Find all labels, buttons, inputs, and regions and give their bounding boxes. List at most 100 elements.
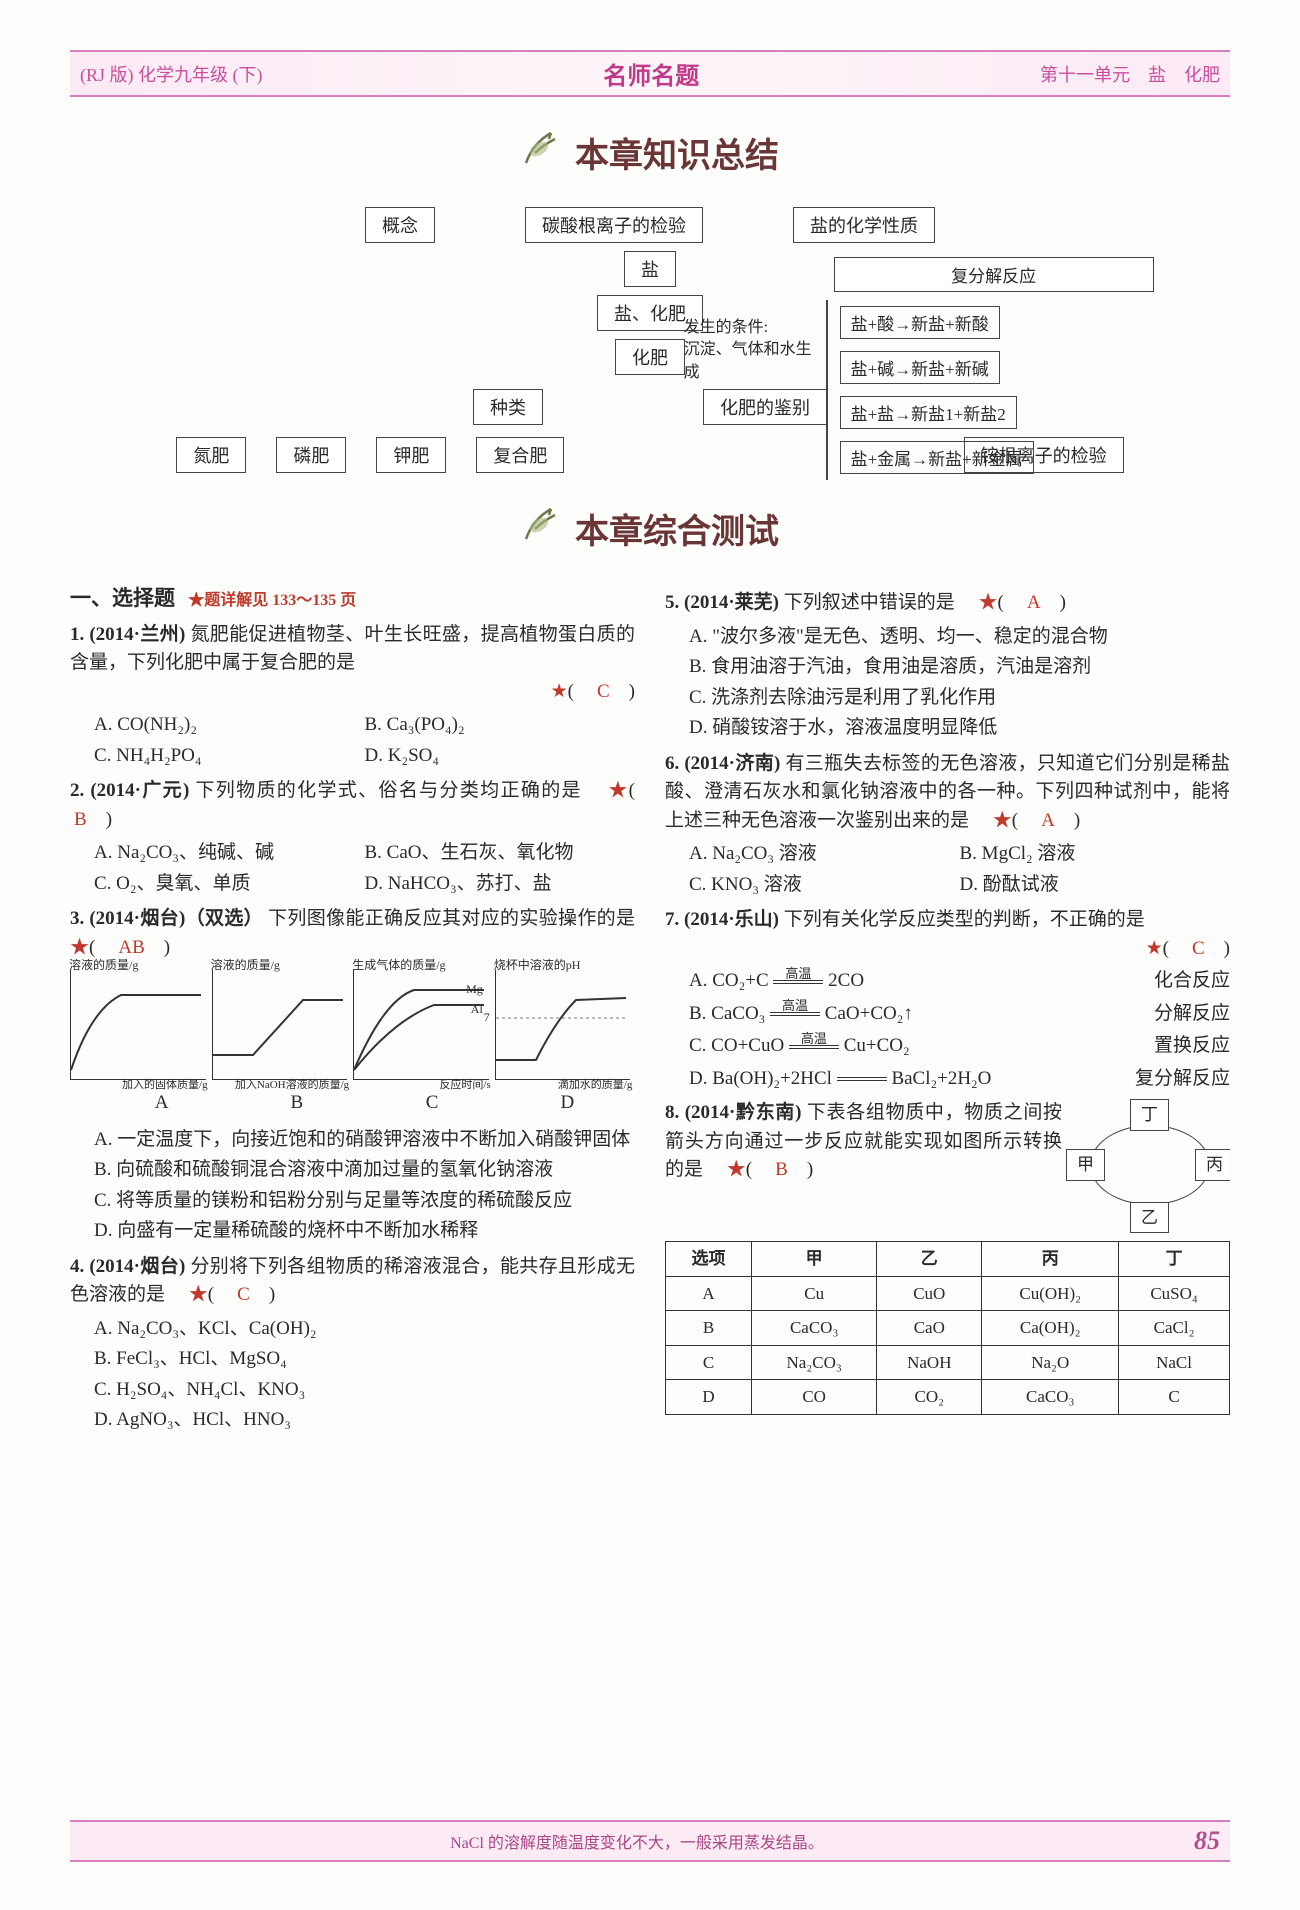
star-icon: ★: [70, 937, 89, 958]
td: CO₂: [877, 1380, 982, 1415]
rx-lhs: C. CO+CuO 高温 Cu+CO₂: [689, 1032, 910, 1061]
fc-node: 盐的化学性质: [793, 207, 935, 243]
td: NaCl: [1119, 1345, 1230, 1380]
option: B. 食用油溶于汽油，食用油是溶质，汽油是溶剂: [689, 652, 1230, 683]
option: D. 向盛有一定量稀硫酸的烧杯中不断加水稀释: [94, 1216, 635, 1247]
th: 甲: [752, 1242, 877, 1277]
question-5: 5. (2014·莱芜) 下列叙述中错误的是 ★( A ): [665, 589, 1230, 618]
q-num: 8.: [665, 1102, 679, 1123]
th: 选项: [666, 1242, 752, 1277]
question-3: 3. (2014·烟台)（双选） 下列图像能正确反应其对应的实验操作的是 ★( …: [70, 905, 635, 962]
star-icon: ★: [727, 1159, 746, 1180]
td: Cu: [752, 1276, 877, 1311]
option: A. 一定温度下，向接近饱和的硝酸钾溶液中不断加入硝酸钾固体: [94, 1125, 635, 1156]
q8-figure: 丁 甲 丙 乙: [1070, 1101, 1230, 1231]
star-icon: ★: [993, 810, 1012, 831]
q-num: 6.: [665, 753, 679, 774]
th: 丙: [982, 1242, 1119, 1277]
fc-leaf: 钾肥: [376, 437, 446, 473]
fig-node: 甲: [1066, 1149, 1105, 1181]
q6-options: A. Na₂CO₃ 溶液 B. MgCl₂ 溶液 C. KNO₃ 溶液 D. 酚…: [689, 839, 1230, 900]
q2-options: A. Na₂CO₃、纯碱、碱 B. CaO、生石灰、氧化物 C. O₂、臭氧、单…: [94, 838, 635, 899]
td: C: [666, 1345, 752, 1380]
fc-side-item: 盐+碱→新盐+新碱: [840, 351, 1000, 384]
test-title: 本章综合测试: [70, 501, 1230, 555]
banner-left: (RJ 版) 化学九年级 (下): [80, 61, 263, 87]
table-row: D CO CO₂ CaCO₃ C: [666, 1380, 1230, 1415]
q-src: (2014·兰州): [89, 624, 185, 645]
td: D: [666, 1380, 752, 1415]
q-answer: C: [1192, 938, 1205, 959]
rx-type: 置换反应: [1154, 1032, 1230, 1061]
top-banner: (RJ 版) 化学九年级 (下) 名师名题 第十一单元 盐 化肥: [70, 50, 1230, 97]
q-answer: C: [597, 681, 610, 702]
q-num: 7.: [665, 909, 679, 930]
rx-type: 复分解反应: [1135, 1065, 1230, 1094]
banner-right: 第十一单元 盐 化肥: [1040, 61, 1220, 87]
question-2: 2. (2014·广元) 下列物质的化学式、俗名与分类均正确的是 ★( B ): [70, 777, 635, 834]
option: B. Ca₃(PO₄)₂: [365, 710, 636, 741]
fc-leaf: 磷肥: [276, 437, 346, 473]
banner-center: 名师名题: [603, 56, 699, 91]
option: B. 向硫酸和硫酸铜混合溶液中滴加过量的氢氧化钠溶液: [94, 1155, 635, 1186]
fig-node: 乙: [1130, 1202, 1169, 1234]
option: D. 酚酞试液: [960, 870, 1231, 901]
question-1: 1. (2014·兰州) 氮肥能促进植物茎、叶生长旺盛，提高植物蛋白质的含量，下…: [70, 621, 635, 707]
q-stem: 下列物质的化学式、俗名与分类均正确的是: [195, 780, 581, 801]
option: D. NaHCO₃、苏打、盐: [365, 869, 636, 900]
star-icon: ★: [1146, 938, 1163, 959]
q5-options: A. "波尔多液"是无色、透明、均一、稳定的混合物 B. 食用油溶于汽油，食用油…: [689, 622, 1230, 744]
q-num: 3.: [70, 908, 84, 929]
q-num: 5.: [665, 592, 679, 613]
q-stem: 下列有关化学反应类型的判断，不正确的是: [784, 909, 1145, 930]
fc-node: 概念: [365, 207, 435, 243]
q3-charts: 溶液的质量/g 加入的固体质量/g 溶液的质量/g 加入NaOH溶液的质量/g …: [70, 970, 635, 1080]
q-answer: AB: [118, 937, 144, 958]
td: Ca(OH)₂: [982, 1311, 1119, 1346]
footer-banner: NaCl 的溶解度随温度变化不大，一般采用蒸发结晶。 85: [70, 1820, 1230, 1862]
star-icon: ★: [979, 592, 998, 613]
td: A: [666, 1276, 752, 1311]
fc-side-item: 盐+金属→新盐+新金属: [840, 441, 1034, 474]
q-answer: B: [775, 1159, 788, 1180]
fc-condition: 发生的条件: 沉淀、气体和水生成: [684, 317, 824, 384]
rx-lhs: A. CO₂+C 高温 2CO: [689, 967, 864, 996]
chart-b: 溶液的质量/g 加入NaOH溶液的质量/g: [212, 970, 348, 1080]
option: D. K₂SO₄: [365, 741, 636, 772]
option: C. NH₄H₂PO₄: [94, 741, 365, 772]
table-row: C Na₂CO₃ NaOH Na₂O NaCl: [666, 1345, 1230, 1380]
q-answer: A: [1041, 810, 1055, 831]
footer-tip: NaCl 的溶解度随温度变化不大，一般采用蒸发结晶。: [450, 1829, 824, 1853]
q-num: 1.: [70, 624, 84, 645]
x-label: 滴加水的质量/g: [558, 1077, 633, 1094]
q7-reactions: A. CO₂+C 高温 2CO 化合反应 B. CaCO₃ 高温 CaO+CO₂…: [689, 967, 1230, 1093]
chart-c: 生成气体的质量/g Mg Al 反应时间/s: [353, 970, 489, 1080]
leaf-icon: [521, 125, 565, 179]
q-num: 2.: [70, 780, 84, 801]
star-icon: ★: [189, 1284, 208, 1305]
q-src: (2014·黔东南): [685, 1102, 802, 1123]
question-8: 丁 甲 丙 乙 8. (2014·黔东南) 下表各组物质中，物质之间按箭头方向通…: [665, 1099, 1230, 1235]
option: D. 硝酸铵溶于水，溶液温度明显降低: [689, 713, 1230, 744]
summary-title-text: 本章知识总结: [575, 128, 779, 177]
q-src: (2014·济南): [684, 753, 780, 774]
option: B. CaO、生石灰、氧化物: [365, 838, 636, 869]
table-head-row: 选项 甲 乙 丙 丁: [666, 1242, 1230, 1277]
q-src: (2014·烟台)（双选）: [89, 908, 263, 929]
fc-node: 碳酸根离子的检验: [525, 207, 703, 243]
q4-options: A. Na₂CO₃、KCl、Ca(OH)₂ B. FeCl₃、HCl、MgSO₄…: [94, 1314, 635, 1436]
option: C. 洗涤剂去除油污是利用了乳化作用: [689, 683, 1230, 714]
question-4: 4. (2014·烟台) 分别将下列各组物质的稀溶液混合，能共存且形成无色溶液的…: [70, 1253, 635, 1310]
td: CaCl₂: [1119, 1311, 1230, 1346]
choice-label-text: 一、选择题: [70, 586, 175, 610]
question-7: 7. (2014·乐山) 下列有关化学反应类型的判断，不正确的是 ★( C ): [665, 906, 1230, 963]
td: CuSO₄: [1119, 1276, 1230, 1311]
td: Na₂O: [982, 1345, 1119, 1380]
option: B. MgCl₂ 溶液: [960, 839, 1231, 870]
hint-text: ★题详解见 133～135 页: [188, 592, 356, 609]
td: Na₂CO₃: [752, 1345, 877, 1380]
q-answer: A: [1027, 592, 1041, 613]
q-src: (2014·莱芜): [684, 592, 779, 613]
fc-cond-label: 发生的条件:: [684, 319, 768, 336]
option: B. FeCl₃、HCl、MgSO₄: [94, 1344, 635, 1375]
